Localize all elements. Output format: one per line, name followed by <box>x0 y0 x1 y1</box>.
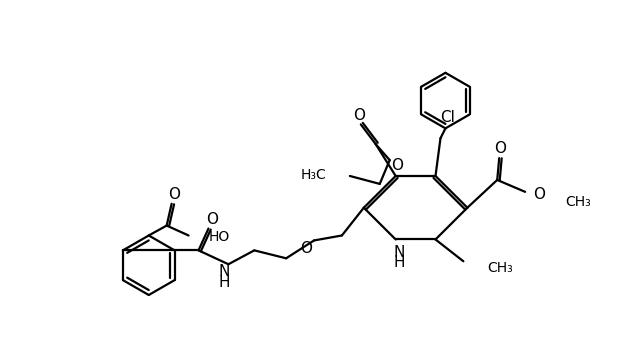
Text: N: N <box>219 264 230 279</box>
Text: O: O <box>390 158 403 172</box>
Text: H₃C: H₃C <box>300 168 326 182</box>
Text: H: H <box>394 255 405 270</box>
Text: O: O <box>168 187 180 202</box>
Text: O: O <box>353 108 365 123</box>
Text: O: O <box>207 212 218 227</box>
Text: O: O <box>300 241 312 256</box>
Text: CH₃: CH₃ <box>565 195 591 209</box>
Text: HO: HO <box>209 230 230 245</box>
Text: O: O <box>494 141 506 156</box>
Text: Cl: Cl <box>440 110 455 125</box>
Text: N: N <box>394 245 405 260</box>
Text: H: H <box>219 275 230 289</box>
Text: CH₃: CH₃ <box>487 261 513 275</box>
Text: O: O <box>533 187 545 202</box>
